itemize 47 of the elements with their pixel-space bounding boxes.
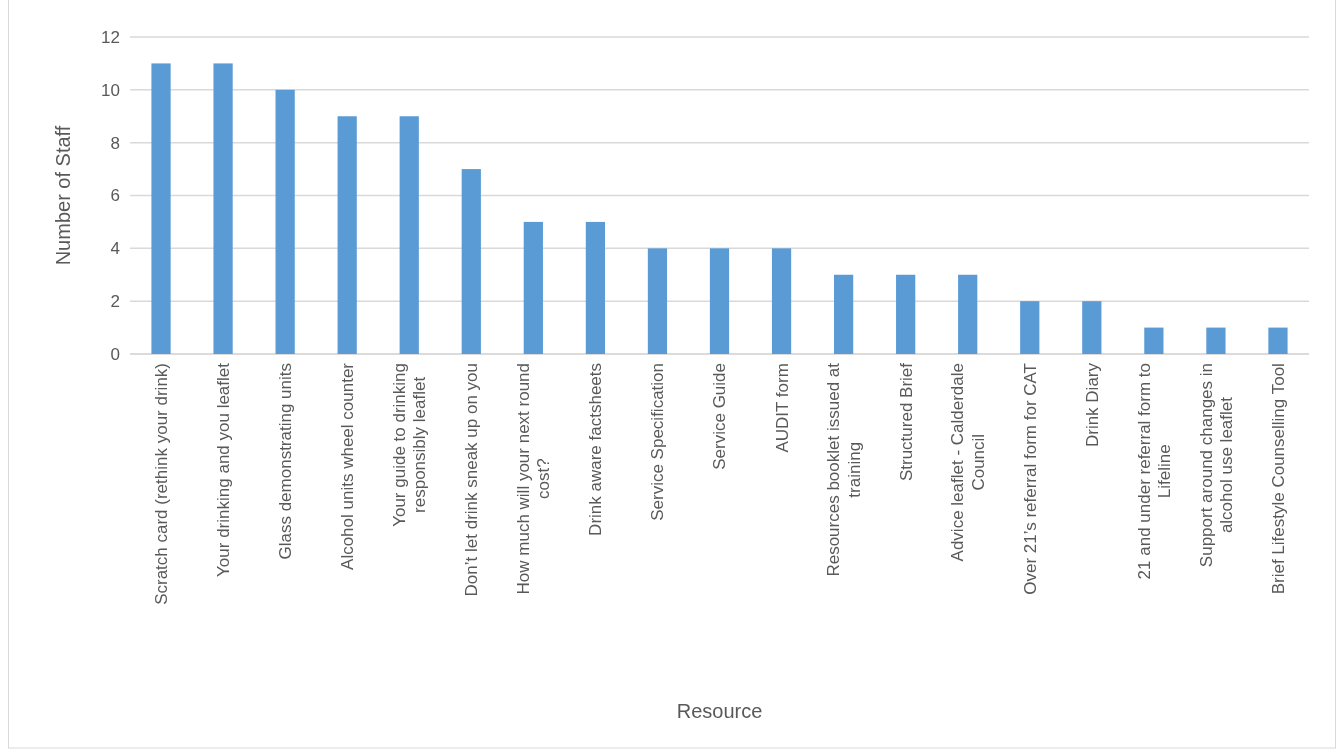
bar xyxy=(958,274,978,354)
x-tick-label: Support around changes in alcohol use leaflet xyxy=(1196,363,1237,568)
bar xyxy=(1020,301,1040,354)
bar xyxy=(337,116,357,354)
x-tick-label: Your drinking and you leaflet xyxy=(214,362,234,577)
bar xyxy=(1268,327,1288,354)
bar xyxy=(399,116,419,354)
bar xyxy=(275,89,295,354)
bar xyxy=(709,248,730,354)
x-tick-label: Service Specification xyxy=(648,362,668,521)
bar xyxy=(1144,327,1164,354)
bar xyxy=(461,169,481,354)
x-tick-label: Over 21’s referral form for CAT xyxy=(1020,363,1040,595)
x-tick-label: Drink aware factsheets xyxy=(586,363,606,536)
bar xyxy=(896,274,916,354)
y-tick-label: 4 xyxy=(110,239,120,259)
x-tick-label: Drink Diary xyxy=(1082,362,1102,448)
y-tick-label: 0 xyxy=(110,344,120,364)
x-tick-label: How much will your next round cost? xyxy=(514,363,554,595)
bar xyxy=(585,221,606,354)
bar xyxy=(1206,327,1226,354)
bar xyxy=(213,63,233,354)
bar xyxy=(1082,301,1102,354)
x-tick-label: Scratch card (rethink your drink) xyxy=(151,362,171,605)
x-tick-label: 21 and under referral form to Lifeline xyxy=(1134,362,1175,580)
y-tick-label: 12 xyxy=(101,27,120,47)
x-tick-label: Don’t let drink sneak up on you xyxy=(462,363,482,597)
x-tick-label: Service Guide xyxy=(710,363,730,470)
x-tick-label: Advice leaflet - Calderdale Council xyxy=(948,362,988,562)
x-tick-label: AUDIT form xyxy=(772,363,792,453)
y-tick-label: 6 xyxy=(110,186,120,206)
x-tick-label: Structured Brief xyxy=(896,362,916,482)
x-axis-title: Resource xyxy=(676,700,763,722)
y-axis-title: Number of Staff xyxy=(52,125,74,266)
y-tick-label: 10 xyxy=(101,80,120,100)
x-tick-label: Glass demonstrating units xyxy=(276,363,296,560)
x-tick-label: Resources booklet issued at training xyxy=(824,362,864,577)
x-tick-label: Your guide to drinking responsibly leaflet xyxy=(389,363,430,527)
bar xyxy=(523,221,543,354)
bar xyxy=(771,248,792,354)
x-tick-label: Alcohol units wheel counter xyxy=(338,362,358,570)
bar xyxy=(647,248,668,354)
x-tick-label: Brief Lifestyle Counselling Tool xyxy=(1268,363,1288,595)
bar xyxy=(833,274,854,354)
y-tick-label: 8 xyxy=(110,133,120,153)
bar xyxy=(151,63,171,354)
y-tick-label: 2 xyxy=(110,292,120,312)
